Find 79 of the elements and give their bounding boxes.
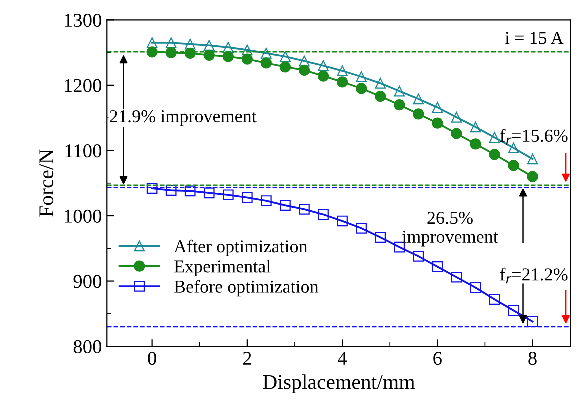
legend-label: Before optimization bbox=[174, 280, 319, 297]
point bbox=[242, 192, 253, 204]
x-tick-label: 8 bbox=[528, 352, 537, 366]
point bbox=[451, 112, 462, 123]
point bbox=[375, 78, 386, 89]
point bbox=[318, 70, 330, 82]
point bbox=[432, 262, 444, 272]
point bbox=[451, 272, 462, 283]
x-axis-title: Displacement/mm bbox=[263, 374, 416, 394]
point bbox=[204, 50, 215, 61]
point bbox=[432, 102, 444, 114]
point bbox=[146, 183, 158, 194]
point bbox=[260, 58, 272, 69]
point bbox=[508, 305, 520, 316]
point bbox=[261, 196, 272, 206]
point bbox=[280, 51, 291, 62]
point bbox=[166, 38, 177, 48]
point bbox=[318, 60, 329, 72]
point bbox=[166, 185, 177, 196]
point bbox=[375, 90, 386, 102]
annotation: 21.9% improvement bbox=[110, 110, 257, 126]
point bbox=[432, 118, 444, 129]
point bbox=[470, 122, 482, 133]
point bbox=[242, 44, 253, 56]
y-axis-title: Force/N bbox=[40, 150, 54, 217]
point bbox=[280, 62, 292, 73]
point bbox=[222, 190, 234, 201]
y-tick-label: 1100 bbox=[66, 144, 102, 158]
point bbox=[375, 232, 386, 243]
point bbox=[337, 216, 348, 227]
y-tick-label: 1200 bbox=[65, 79, 102, 92]
point bbox=[318, 209, 329, 220]
annotation: f$_{r}$=21.2% bbox=[500, 268, 568, 284]
x-tick-label: 2 bbox=[243, 352, 252, 365]
x-tick-label: 6 bbox=[434, 352, 442, 366]
point bbox=[222, 51, 234, 62]
point bbox=[146, 38, 158, 48]
annotation: i = 15 A bbox=[505, 32, 564, 44]
point bbox=[298, 64, 310, 76]
legend-label: After optimization bbox=[174, 240, 308, 256]
point bbox=[184, 48, 196, 59]
point bbox=[336, 76, 348, 88]
point bbox=[356, 222, 367, 234]
point bbox=[489, 132, 500, 144]
annotation: f$_{r}$=15.6% bbox=[500, 129, 568, 145]
y-tick-label: 900 bbox=[74, 275, 102, 288]
y-tick-label: 800 bbox=[74, 340, 102, 354]
point bbox=[242, 54, 253, 65]
point bbox=[337, 66, 348, 76]
point bbox=[489, 294, 500, 305]
point bbox=[356, 72, 367, 82]
point bbox=[299, 204, 310, 215]
point bbox=[508, 160, 520, 172]
point bbox=[470, 138, 482, 150]
x-tick-label: 4 bbox=[338, 352, 348, 365]
point bbox=[413, 108, 424, 120]
y-tick-label: 1300 bbox=[65, 14, 102, 28]
point bbox=[356, 83, 368, 94]
point bbox=[261, 48, 272, 59]
point bbox=[280, 200, 291, 211]
point bbox=[204, 40, 215, 52]
point bbox=[184, 186, 196, 197]
point bbox=[470, 282, 482, 294]
point bbox=[184, 38, 196, 50]
y-tick-label: 1000 bbox=[65, 210, 102, 223]
x-tick-label: 0 bbox=[148, 352, 156, 366]
point bbox=[394, 99, 406, 111]
point bbox=[527, 154, 538, 165]
point bbox=[394, 86, 406, 97]
point bbox=[413, 94, 424, 105]
annotation: 26.5% improvement bbox=[402, 212, 498, 247]
point bbox=[527, 316, 538, 328]
point bbox=[489, 149, 500, 160]
point bbox=[299, 56, 310, 67]
point bbox=[204, 188, 215, 199]
legend-label: Experimental bbox=[174, 260, 271, 276]
point bbox=[527, 171, 538, 182]
point bbox=[451, 128, 462, 140]
point bbox=[413, 251, 424, 262]
